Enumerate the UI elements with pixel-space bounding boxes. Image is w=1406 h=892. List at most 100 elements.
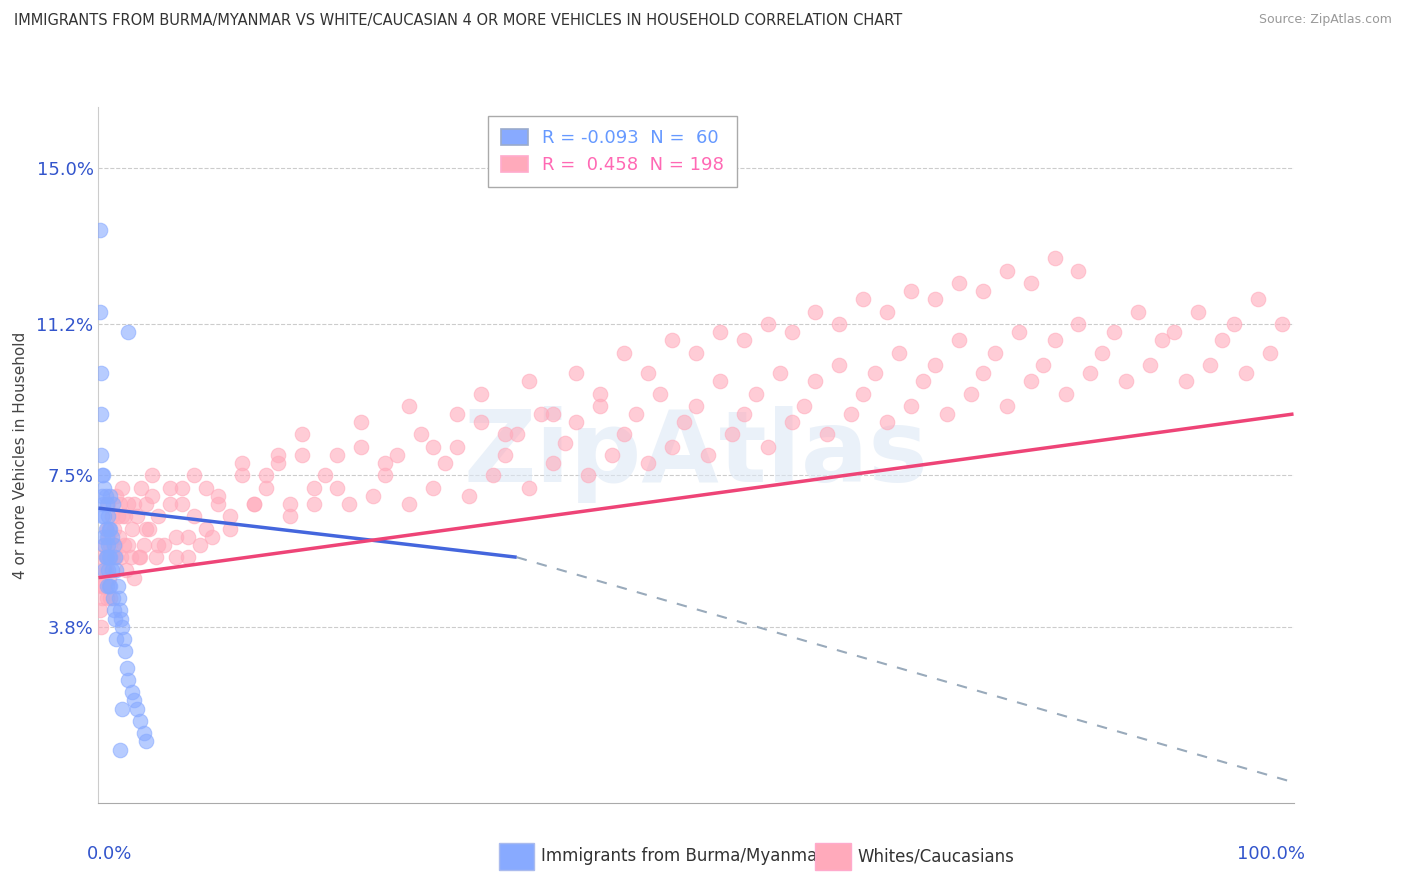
Point: [1222, 317, 1246, 331]
Point: [350, 415, 373, 429]
Point: [97, 497, 120, 511]
Point: [111, 481, 134, 495]
Text: Immigrants from Burma/Myanmar: Immigrants from Burma/Myanmar: [541, 847, 824, 865]
Point: [131, 481, 153, 495]
Point: [100, 562, 122, 576]
Point: [117, 325, 139, 339]
Point: [374, 456, 396, 470]
Point: [96, 591, 118, 606]
Point: [959, 386, 981, 401]
Point: [98, 591, 122, 606]
Text: ZipAtlas: ZipAtlas: [464, 407, 928, 503]
Point: [148, 538, 170, 552]
Point: [91, 579, 114, 593]
Point: [385, 448, 409, 462]
Point: [624, 407, 647, 421]
Point: [494, 448, 516, 462]
Point: [756, 440, 779, 454]
Point: [1091, 345, 1114, 359]
Point: [90, 407, 112, 421]
Point: [446, 407, 468, 421]
Point: [637, 456, 659, 470]
Point: [554, 435, 576, 450]
Point: [815, 427, 838, 442]
Point: [145, 550, 167, 565]
Point: [494, 427, 516, 442]
Point: [565, 366, 588, 380]
Point: [183, 509, 205, 524]
Point: [90, 579, 112, 593]
Point: [685, 345, 707, 359]
Point: [780, 325, 803, 339]
Point: [90, 366, 112, 380]
Point: [661, 440, 683, 454]
Point: [107, 591, 129, 606]
Point: [254, 468, 277, 483]
Point: [613, 345, 636, 359]
Point: [793, 399, 815, 413]
Point: [398, 399, 420, 413]
Point: [91, 530, 114, 544]
Point: [91, 468, 114, 483]
Point: [278, 497, 301, 511]
Point: [97, 538, 120, 552]
Point: [231, 468, 253, 483]
Point: [876, 304, 898, 318]
Point: [219, 522, 242, 536]
Point: [768, 366, 790, 380]
Point: [177, 550, 200, 565]
Point: [107, 530, 129, 544]
Point: [995, 264, 1018, 278]
Point: [517, 481, 540, 495]
Text: 0.0%: 0.0%: [87, 845, 132, 863]
Point: [121, 522, 143, 536]
Point: [972, 366, 994, 380]
Point: [1032, 358, 1054, 372]
Point: [1258, 345, 1281, 359]
Point: [648, 386, 672, 401]
Point: [350, 440, 373, 454]
Point: [207, 489, 229, 503]
Point: [231, 456, 253, 470]
Point: [124, 693, 146, 707]
Point: [804, 374, 827, 388]
Point: [96, 550, 118, 565]
Point: [194, 481, 217, 495]
Point: [93, 481, 115, 495]
Point: [529, 407, 551, 421]
Point: [995, 399, 1018, 413]
Point: [115, 661, 138, 675]
Point: [911, 374, 934, 388]
Point: [125, 701, 148, 715]
Point: [1102, 325, 1125, 339]
Point: [600, 448, 623, 462]
Point: [135, 522, 157, 536]
Point: [89, 223, 111, 237]
Point: [105, 489, 128, 503]
Point: [1043, 334, 1066, 348]
Point: [290, 427, 312, 442]
Point: [1150, 334, 1173, 348]
Point: [104, 550, 127, 565]
Point: [101, 497, 124, 511]
Point: [96, 579, 118, 593]
Point: [326, 481, 349, 495]
Point: [91, 591, 114, 606]
Point: [446, 440, 468, 454]
Point: [337, 497, 360, 511]
Point: [117, 538, 139, 552]
Point: [839, 407, 862, 421]
Point: [422, 440, 444, 454]
Point: [110, 550, 132, 565]
Point: [852, 293, 875, 307]
Point: [541, 407, 564, 421]
Point: [105, 562, 128, 576]
Point: [108, 603, 131, 617]
Point: [685, 399, 707, 413]
Point: [98, 522, 122, 536]
Point: [1054, 386, 1078, 401]
Point: [876, 415, 898, 429]
Point: [91, 550, 114, 565]
Point: [709, 325, 731, 339]
Point: [1128, 304, 1150, 318]
